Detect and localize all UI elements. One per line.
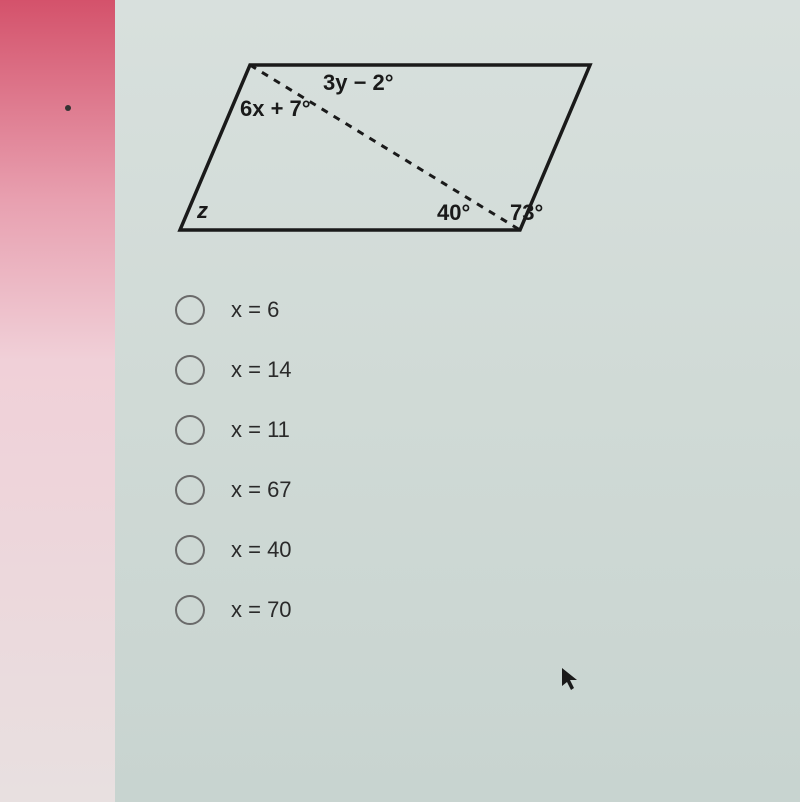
option-row[interactable]: x = 14 [175,355,800,385]
option-label: x = 14 [231,357,292,383]
cursor-icon [560,666,580,692]
radio-icon[interactable] [175,295,205,325]
label-top-upper: 3y − 2° [323,70,394,95]
option-label: x = 67 [231,477,292,503]
radio-icon[interactable] [175,595,205,625]
option-label: x = 11 [231,417,290,443]
option-row[interactable]: x = 40 [175,535,800,565]
parallelogram-diagram: 3y − 2° 6x + 7° z 40° 73° [175,60,595,235]
option-label: x = 40 [231,537,292,563]
option-row[interactable]: x = 67 [175,475,800,505]
label-top-lower: 6x + 7° [240,96,311,121]
label-73: 73° [510,200,543,225]
diagram-container: 3y − 2° 6x + 7° z 40° 73° [175,60,800,235]
main-content: 3y − 2° 6x + 7° z 40° 73° x = 6 x = 14 x… [115,0,800,802]
bullet-dot [65,105,71,111]
option-row[interactable]: x = 70 [175,595,800,625]
option-row[interactable]: x = 11 [175,415,800,445]
answer-options: x = 6 x = 14 x = 11 x = 67 x = 40 x = 70 [175,295,800,625]
radio-icon[interactable] [175,475,205,505]
parallelogram-svg: 3y − 2° 6x + 7° z 40° 73° [175,60,595,235]
sidebar-gradient [0,0,115,802]
label-40: 40° [437,200,470,225]
option-row[interactable]: x = 6 [175,295,800,325]
radio-icon[interactable] [175,355,205,385]
label-z: z [196,198,208,223]
radio-icon[interactable] [175,535,205,565]
option-label: x = 70 [231,597,292,623]
radio-icon[interactable] [175,415,205,445]
option-label: x = 6 [231,297,279,323]
